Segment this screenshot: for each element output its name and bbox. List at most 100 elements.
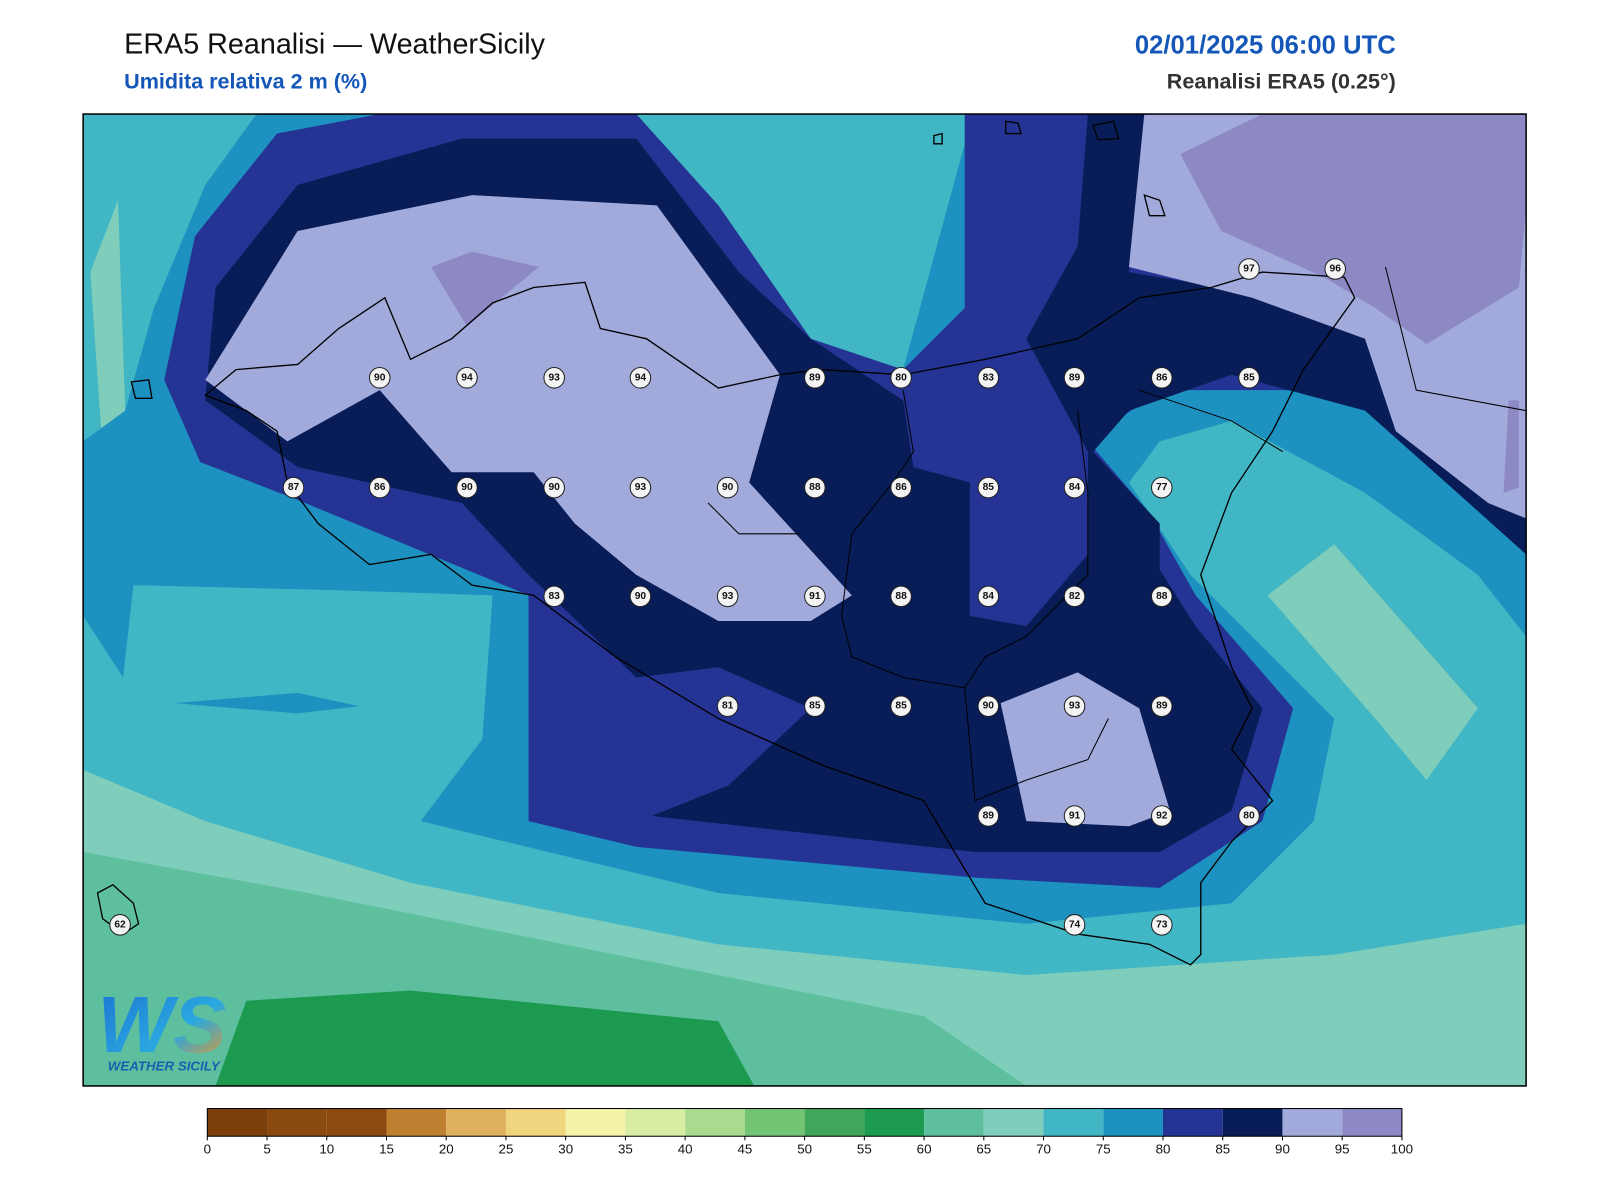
station-value: 85 xyxy=(1243,372,1255,383)
colorbar-tick-label: 85 xyxy=(1215,1142,1230,1157)
colorbar-tick-label: 30 xyxy=(558,1142,573,1157)
station: 89 xyxy=(977,805,1000,827)
station-marker xyxy=(629,585,652,608)
station: 83 xyxy=(977,367,1000,389)
station-value: 80 xyxy=(895,372,907,383)
station-marker xyxy=(1063,476,1086,499)
colorbar-tick-label: 55 xyxy=(857,1142,872,1157)
station-value: 62 xyxy=(114,919,126,930)
station: 84 xyxy=(1063,476,1086,499)
station-marker xyxy=(977,805,1000,827)
station: 86 xyxy=(890,476,912,499)
station-value: 73 xyxy=(1156,919,1168,930)
station-marker xyxy=(716,695,739,717)
station-marker xyxy=(282,476,305,499)
station: 83 xyxy=(543,585,565,608)
station-marker xyxy=(629,476,652,499)
station-value: 90 xyxy=(983,701,995,712)
station: 90 xyxy=(456,476,478,499)
station-marker xyxy=(977,476,1000,499)
station: 74 xyxy=(1063,914,1086,936)
colorbar-tick-label: 60 xyxy=(917,1142,932,1157)
colorbar-bin xyxy=(1342,1108,1402,1137)
station-marker xyxy=(1063,805,1086,827)
station-marker xyxy=(1063,585,1086,608)
station-marker xyxy=(716,476,739,499)
colorbar-tick-label: 75 xyxy=(1096,1142,1111,1157)
station-marker xyxy=(1238,367,1260,389)
station-value: 90 xyxy=(635,591,647,602)
station: 85 xyxy=(977,476,1000,499)
colorbar-tick-label: 70 xyxy=(1036,1142,1051,1157)
station-value: 93 xyxy=(722,591,734,602)
station: 93 xyxy=(543,367,565,389)
colorbar-bin xyxy=(1043,1108,1104,1137)
colorbar-bin xyxy=(685,1108,745,1137)
colorbar: 0 5 10 15 20 25 30 35 40 45 50 55 60 65 70 75 80 85 90 95 10… xyxy=(204,1108,1413,1157)
station-marker xyxy=(109,914,131,936)
station: 81 xyxy=(716,695,739,717)
station-marker xyxy=(1238,258,1260,280)
colorbar-tick-label: 45 xyxy=(737,1142,752,1157)
colorbar-bin xyxy=(207,1108,268,1137)
station: 86 xyxy=(368,476,391,499)
station: 90 xyxy=(543,476,565,499)
logo: WS WEATHER SICILY xyxy=(97,980,226,1073)
station-marker xyxy=(977,367,1000,389)
station-marker xyxy=(1150,695,1173,717)
colorbar-tick-label: 50 xyxy=(797,1142,812,1157)
station-marker xyxy=(1063,695,1086,717)
station: 88 xyxy=(890,585,912,608)
colorbar-bin xyxy=(804,1108,865,1137)
colorbar-bin xyxy=(267,1108,327,1137)
source: Reanalisi ERA5 (0.25°) xyxy=(1167,68,1396,93)
colorbar-bin xyxy=(386,1108,447,1137)
station-value: 85 xyxy=(983,482,995,493)
station-marker xyxy=(1324,258,1346,280)
colorbar-bin xyxy=(744,1108,805,1137)
station-value: 86 xyxy=(374,482,386,493)
station-value: 90 xyxy=(461,482,473,493)
station-value: 91 xyxy=(809,591,821,602)
station-marker xyxy=(1238,805,1260,827)
logo-mark: WS xyxy=(97,980,226,1069)
station-marker xyxy=(890,476,912,499)
station: 80 xyxy=(1238,805,1260,827)
station-value: 82 xyxy=(1069,591,1081,602)
station-value: 80 xyxy=(1243,811,1255,822)
colorbar-tick-label: 80 xyxy=(1156,1142,1171,1157)
station: 85 xyxy=(804,695,826,717)
station-marker xyxy=(1063,367,1086,389)
station: 94 xyxy=(456,367,478,389)
station: 80 xyxy=(890,367,912,389)
station: 85 xyxy=(890,695,912,717)
colorbar-tick-label: 40 xyxy=(678,1142,693,1157)
datetime: 02/01/2025 06:00 UTC xyxy=(1135,31,1396,59)
station: 88 xyxy=(804,476,826,499)
colorbar-tick-label: 10 xyxy=(319,1142,334,1157)
colorbar-tick-label: 95 xyxy=(1335,1142,1350,1157)
station-value: 77 xyxy=(1156,482,1168,493)
colorbar-bin xyxy=(1282,1108,1343,1137)
station: 89 xyxy=(1150,695,1173,717)
colorbar-bin xyxy=(1163,1108,1223,1137)
station: 94 xyxy=(629,367,652,389)
colorbar-bin xyxy=(625,1108,686,1137)
station: 91 xyxy=(1063,805,1086,827)
colorbar-bin xyxy=(983,1108,1044,1137)
station: 82 xyxy=(1063,585,1086,608)
station-value: 96 xyxy=(1330,264,1342,275)
colorbar-tick-label: 20 xyxy=(439,1142,454,1157)
station: 90 xyxy=(977,695,1000,717)
station-marker xyxy=(1063,914,1086,936)
station-value: 74 xyxy=(1069,919,1081,930)
station-marker xyxy=(890,367,912,389)
subtitle: Umidita relativa 2 m (%) xyxy=(124,68,367,93)
station-value: 93 xyxy=(635,482,647,493)
station-marker xyxy=(368,367,391,389)
station: 85 xyxy=(1238,367,1260,389)
colorbar-tick-label: 90 xyxy=(1275,1142,1290,1157)
station-value: 90 xyxy=(722,482,734,493)
colorbar-tick-label: 35 xyxy=(618,1142,633,1157)
station-value: 84 xyxy=(1069,482,1081,493)
